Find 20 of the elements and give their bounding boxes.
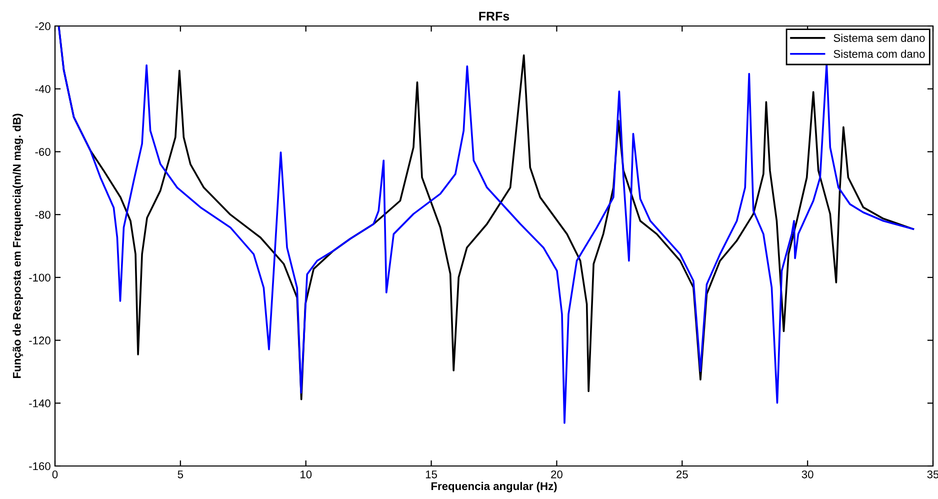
x-tick-label: 10 xyxy=(300,470,312,478)
x-tick-label: 15 xyxy=(426,470,437,478)
x-axis-title: Frequencia angular (Hz) xyxy=(431,482,557,492)
y-tick-label: -140 xyxy=(29,399,50,408)
y-tick-label: -160 xyxy=(29,462,50,470)
y-tick-label: -20 xyxy=(35,22,50,30)
x-tick-label: 25 xyxy=(676,470,688,478)
legend-label: Sistema sem dano xyxy=(834,34,925,42)
chart-title: FRFs xyxy=(479,12,510,21)
x-tick-label: 0 xyxy=(52,470,58,478)
x-tick-label: 20 xyxy=(551,470,562,478)
y-tick-label: -40 xyxy=(35,85,50,93)
x-tick-label: 5 xyxy=(178,470,184,478)
x-tick-label: 30 xyxy=(802,470,814,478)
y-axis-title: Função de Resposta em Frequencia(m/N mag. dB) xyxy=(12,114,24,378)
y-tick-label: -80 xyxy=(35,210,50,219)
y-tick-label: -60 xyxy=(35,148,50,156)
legend-label: Sistema com dano xyxy=(834,50,925,58)
y-tick-label: -120 xyxy=(29,336,50,344)
y-tick-label: -100 xyxy=(29,274,50,282)
